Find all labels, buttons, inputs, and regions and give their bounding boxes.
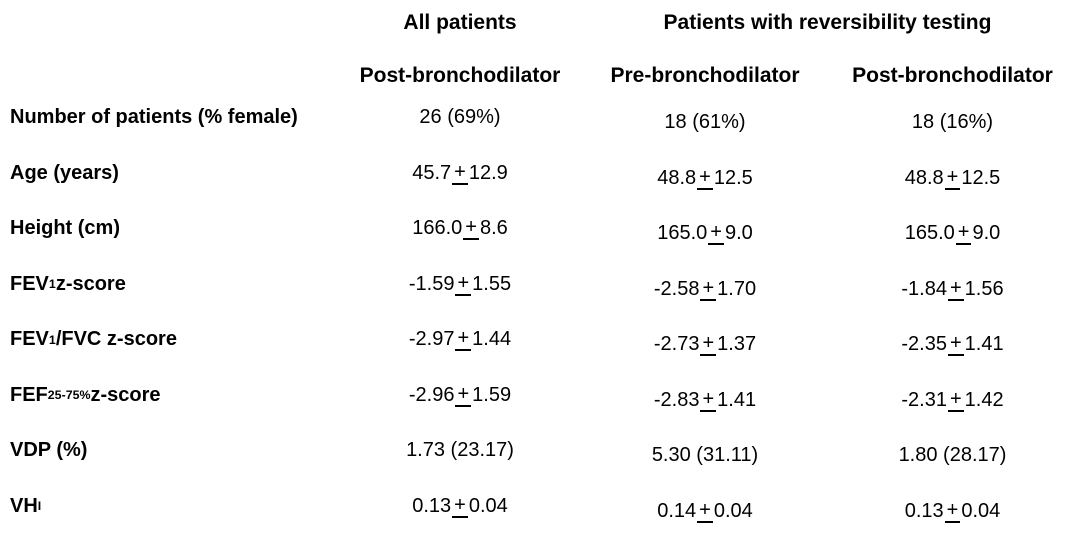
value-cell: -2.73 + 1.37	[653, 332, 757, 357]
value-cell: 165.0 + 9.0	[657, 221, 753, 246]
value-cell: -2.35 + 1.41	[901, 332, 1004, 357]
value-cell: 5.30 (31.11)	[651, 444, 759, 467]
header-post-bronchodilator-reversibility: Post-bronchodilator	[852, 63, 1053, 87]
value-cell: 1.80 (28.17)	[898, 444, 1007, 467]
row-label: Number of patients (% female)	[10, 106, 298, 129]
row-label: VDP (%)	[10, 439, 88, 462]
value-cell: 0.14 + 0.04	[657, 498, 753, 523]
value-cell: -2.83 + 1.41	[653, 387, 757, 412]
value-cell: 166.0 + 8.6	[412, 216, 508, 241]
header-corner-empty	[0, 46, 340, 95]
value-cell: 26 (69%)	[419, 106, 501, 129]
value-cell: 0.13 + 0.04	[412, 493, 508, 518]
value-cell: 165.0 + 9.0	[904, 221, 1001, 246]
row-label: VH I	[10, 494, 42, 517]
header-reversibility-group: Patients with reversibility testing	[663, 11, 992, 34]
value-cell: 48.8 + 12.5	[904, 165, 1001, 190]
row-label: FEV 1 z-score	[10, 272, 126, 295]
value-cell: -1.59 + 1.55	[408, 271, 512, 296]
value-cell: 18 (61%)	[664, 111, 746, 134]
value-cell: -1.84 + 1.56	[901, 276, 1004, 301]
header-corner-empty	[0, 0, 340, 46]
row-label: Height (cm)	[10, 217, 120, 240]
value-cell: 1.73 (23.17)	[406, 439, 514, 462]
value-cell: -2.58 + 1.70	[653, 276, 757, 301]
value-cell: -2.96 + 1.59	[408, 382, 512, 407]
row-label: FEF 25-75% z-score	[10, 383, 161, 406]
value-cell: 0.13 + 0.04	[904, 498, 1001, 523]
value-cell: 48.8 + 12.5	[657, 165, 753, 190]
value-cell: -2.97 + 1.44	[408, 327, 512, 352]
header-all-patients: All patients	[403, 11, 517, 34]
header-pre-bronchodilator: Pre-bronchodilator	[610, 63, 800, 87]
value-cell: 18 (16%)	[911, 111, 994, 134]
row-label: FEV 1/FVC z-score	[10, 328, 177, 351]
row-label: Age (years)	[10, 161, 119, 184]
value-cell: -2.31 + 1.42	[901, 387, 1004, 412]
value-cell: 45.7 + 12.9	[412, 160, 508, 185]
header-post-bronchodilator-all: Post-bronchodilator	[359, 63, 561, 87]
